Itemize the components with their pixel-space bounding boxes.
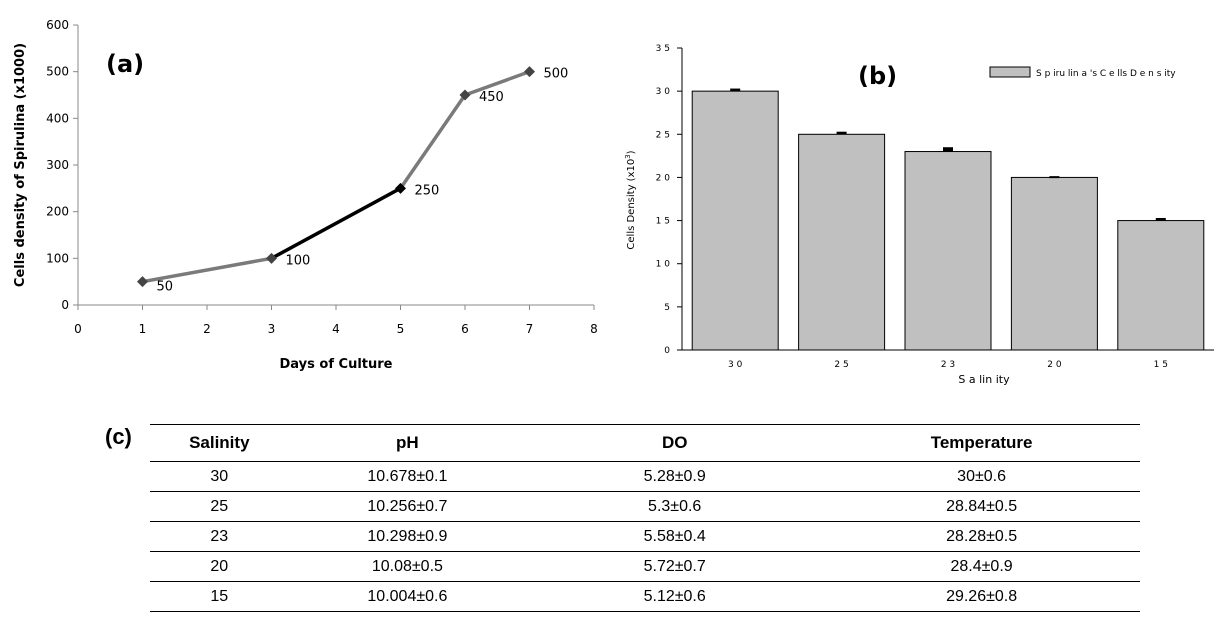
- x-axis-title-b: S a lin ity: [958, 373, 1010, 386]
- cell-ph: 10.678±0.1: [288, 461, 527, 492]
- bar-b: [904, 151, 992, 351]
- header-temperature: Temperature: [823, 424, 1140, 462]
- legend-label-b: S p iru lin a 's C e lls D e n s ity: [1036, 69, 1176, 79]
- bar-b: [1117, 220, 1205, 351]
- cell-do: 5.72±0.7: [526, 551, 824, 582]
- data-label-a: 100: [286, 253, 311, 268]
- table-row: 30 10.678±0.1 5.28±0.9 30±0.6: [150, 461, 1140, 492]
- y-tick-label-a: 600: [46, 18, 69, 32]
- y-tick-label-a: 200: [46, 205, 69, 219]
- error-bar-b: [943, 147, 953, 152]
- table-header-row: Salinity pH DO Temperature: [150, 424, 1140, 462]
- x-tick-label-a: 2: [203, 322, 211, 336]
- bar-b: [691, 90, 779, 351]
- x-tick-label-a: 1: [139, 322, 147, 336]
- cell-temperature: 29.26±0.8: [823, 581, 1140, 612]
- cell-salinity: 30: [150, 461, 289, 492]
- x-tick-label-a: 3: [268, 322, 276, 336]
- x-tick-label-a: 8: [590, 322, 598, 336]
- panel-label-c: (c): [105, 424, 132, 449]
- series-line-segment-a: [399, 94, 467, 190]
- x-axis-title-a: Days of Culture: [280, 357, 393, 372]
- x-tick-label-a: 4: [332, 322, 340, 336]
- legend-b: S p iru lin a 's C e lls D e n s ity: [989, 66, 1176, 79]
- x-tick-label-b: 2 3: [941, 360, 955, 370]
- data-label-a: 50: [157, 280, 174, 295]
- y-axis-title-a: Cells density of Spirulina (x1000): [13, 43, 28, 287]
- panel-label-a: (a): [106, 50, 144, 78]
- series-line-segment-a: [270, 186, 402, 260]
- bar-chart-b: 0 5 1 0 1 5 2 0 2 5 3 0 3 5 3 0 2 5 2 3 2 0 1 5 (b)…: [624, 44, 1214, 386]
- x-tick-label-b: 2 5: [834, 360, 848, 370]
- y-tick-label-a: 400: [46, 111, 69, 125]
- cell-temperature: 30±0.6: [823, 461, 1140, 492]
- y-axis-title-b-close: ): [626, 150, 637, 154]
- x-tick-label-b: 1 5: [1154, 360, 1168, 370]
- data-point-a: [266, 252, 277, 264]
- data-point-a: [395, 182, 406, 194]
- data-label-a: 500: [544, 67, 569, 82]
- cell-ph: 10.004±0.6: [288, 581, 527, 612]
- line-chart-a: 0 100 200 300 400 500 600 0 1 2 3 4 5 6 7 8 50 100 250 450…: [13, 18, 598, 372]
- data-label-a: 450: [479, 90, 504, 105]
- y-tick-label-a: 500: [46, 65, 69, 79]
- cell-salinity: 20: [150, 551, 289, 582]
- series-line-segment-a: [142, 256, 272, 284]
- y-tick-label-b: 2 5: [656, 130, 670, 140]
- cell-temperature: 28.28±0.5: [823, 521, 1140, 552]
- cell-salinity: 15: [150, 581, 289, 612]
- y-tick-label-b: 3 0: [656, 87, 671, 97]
- cell-do: 5.12±0.6: [526, 581, 824, 612]
- error-bar-b: [836, 131, 847, 135]
- y-axis-title-b-main: Cells Density (x10: [626, 159, 637, 250]
- x-tick-label-b: 3 0: [728, 360, 743, 370]
- data-point-a: [459, 89, 471, 101]
- data-label-a: 250: [415, 183, 440, 198]
- x-tick-label-a: 6: [461, 322, 469, 336]
- error-bar-b: [1155, 217, 1166, 221]
- y-tick-label-b: 1 5: [656, 217, 670, 227]
- cell-salinity: 25: [150, 491, 289, 522]
- header-salinity: Salinity: [150, 424, 289, 462]
- data-point-a: [137, 276, 148, 288]
- error-bar-b: [1049, 176, 1060, 179]
- x-tick-label-a: 5: [397, 322, 405, 336]
- x-tick-label-a: 7: [526, 322, 534, 336]
- cell-do: 5.28±0.9: [526, 461, 824, 492]
- table-row: 15 10.004±0.6 5.12±0.6 29.26±0.8: [150, 581, 1140, 612]
- legend-swatch-b: [989, 66, 1031, 78]
- x-tick-label-a: 0: [74, 322, 82, 336]
- y-tick-label-a: 300: [46, 158, 69, 172]
- y-tick-label-b: 1 0: [656, 260, 671, 270]
- cell-do: 5.3±0.6: [526, 491, 824, 522]
- cell-temperature: 28.4±0.9: [823, 551, 1140, 582]
- y-tick-label-b: 2 0: [656, 173, 671, 183]
- cell-ph: 10.298±0.9: [288, 521, 527, 552]
- y-tick-label-b: 5: [664, 303, 670, 313]
- header-do: DO: [526, 424, 824, 462]
- series-line-segment-a: [464, 70, 531, 97]
- cell-ph: 10.256±0.7: [288, 491, 527, 522]
- y-axis-title-b-sup: 3: [624, 154, 632, 158]
- bar-b: [1010, 176, 1098, 351]
- y-axis-title-b: Cells Density (x103): [624, 150, 637, 249]
- y-tick-label-b: 3 5: [656, 44, 670, 54]
- error-bar-b: [730, 88, 741, 92]
- cell-do: 5.58±0.4: [526, 521, 824, 552]
- panel-label-b: (b): [858, 62, 897, 90]
- cell-ph: 10.08±0.5: [288, 551, 527, 582]
- x-tick-label-b: 2 0: [1047, 360, 1062, 370]
- bar-b: [798, 133, 886, 351]
- table-row: 20 10.08±0.5 5.72±0.7 28.4±0.9: [150, 551, 1140, 582]
- water-quality-table: Salinity pH DO Temperature 30 10.678±0.1…: [150, 424, 1140, 612]
- data-point-a: [524, 66, 535, 78]
- cell-temperature: 28.84±0.5: [823, 491, 1140, 522]
- header-ph: pH: [288, 424, 527, 462]
- table-row: 23 10.298±0.9 5.58±0.4 28.28±0.5: [150, 521, 1140, 552]
- cell-salinity: 23: [150, 521, 289, 552]
- y-tick-label-a: 100: [46, 251, 69, 265]
- table-row: 25 10.256±0.7 5.3±0.6 28.84±0.5: [150, 491, 1140, 522]
- y-tick-label-a: 0: [61, 298, 69, 312]
- y-tick-label-b: 0: [664, 346, 670, 356]
